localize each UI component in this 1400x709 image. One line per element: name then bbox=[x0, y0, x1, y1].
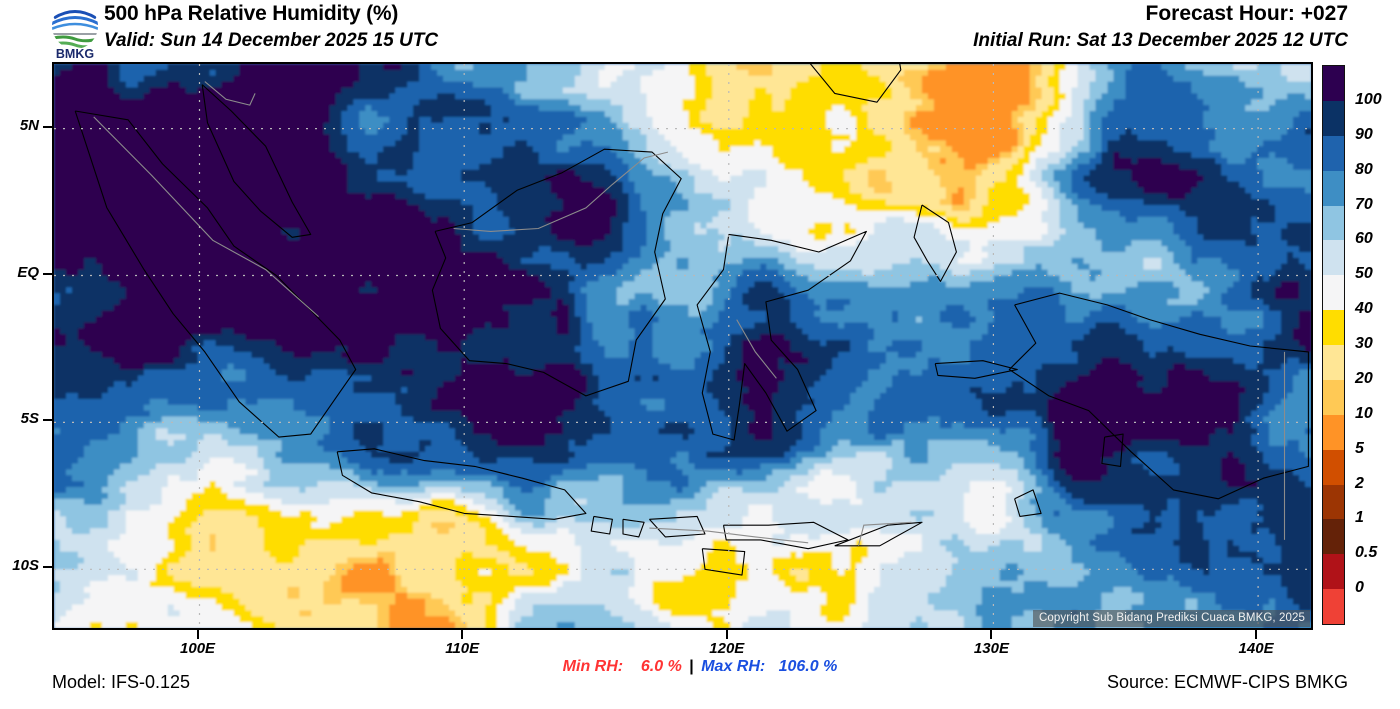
lat-tick bbox=[43, 125, 52, 128]
colorbar-tick-2: 2 bbox=[1355, 474, 1364, 492]
colorbar-swatch-lowest bbox=[1323, 589, 1344, 624]
max-rh-label: Max RH: bbox=[701, 658, 766, 675]
colorbar-swatch-20 bbox=[1323, 345, 1344, 380]
colorbar-swatch-90 bbox=[1323, 100, 1344, 136]
colorbar-swatch-1 bbox=[1323, 484, 1344, 520]
lat-tick bbox=[43, 272, 52, 275]
lon-label-120E: 120E bbox=[709, 640, 745, 657]
colorbar-swatch-10 bbox=[1323, 379, 1344, 415]
lat-tick bbox=[43, 566, 52, 569]
min-rh-value: 6.0 % bbox=[640, 658, 682, 675]
lon-label-140E: 140E bbox=[1238, 640, 1274, 657]
lon-tick bbox=[990, 630, 993, 639]
colorbar-tick-0: 0 bbox=[1355, 579, 1364, 597]
lat-tick bbox=[43, 419, 52, 422]
max-rh-value: 106.0 % bbox=[778, 658, 838, 675]
lon-tick bbox=[196, 630, 199, 639]
colorbar-tick-5: 5 bbox=[1355, 439, 1364, 457]
lon-tick bbox=[1255, 630, 1258, 639]
colorbar[interactable] bbox=[1322, 65, 1345, 625]
colorbar-tick-40: 40 bbox=[1355, 300, 1373, 318]
bmkg-logo: BMKG bbox=[44, 2, 106, 61]
colorbar-tick-30: 30 bbox=[1355, 335, 1373, 352]
colorbar-tick-90: 90 bbox=[1355, 125, 1373, 143]
lat-label-5S: 5S bbox=[20, 410, 39, 428]
colorbar-tick-1: 1 bbox=[1355, 509, 1364, 527]
minmax-rh-readout: Min RH: 6.0 % | Max RH: 106.0 % bbox=[0, 658, 1400, 676]
colorbar-tick-70: 70 bbox=[1355, 195, 1373, 213]
colorbar-swatch-5 bbox=[1323, 414, 1344, 450]
colorbar-tick-50: 50 bbox=[1355, 265, 1373, 283]
colorbar-swatch-60 bbox=[1323, 205, 1344, 241]
page-title: 500 hPa Relative Humidity (%) bbox=[104, 2, 399, 25]
rh-contour-field bbox=[54, 64, 1311, 628]
valid-time-label: Valid: Sun 14 December 2025 15 UTC bbox=[104, 30, 439, 51]
model-label: Model: IFS-0.125 bbox=[52, 672, 191, 692]
forecast-hour-label: Forecast Hour: +027 bbox=[1145, 2, 1349, 25]
colorbar-swatch-0.5 bbox=[1323, 519, 1344, 555]
initial-run-label: Initial Run: Sat 13 December 2025 12 UTC bbox=[973, 30, 1348, 51]
colorbar-swatch-50 bbox=[1323, 240, 1344, 276]
colorbar-swatch-80 bbox=[1323, 135, 1344, 171]
lon-tick bbox=[725, 630, 728, 639]
colorbar-swatch-30 bbox=[1323, 310, 1344, 345]
lat-label-EQ: EQ bbox=[17, 263, 39, 281]
minmax-separator: | bbox=[689, 658, 694, 675]
lon-label-100E: 100E bbox=[180, 640, 216, 657]
lon-label-110E: 110E bbox=[445, 640, 480, 657]
source-label: Source: ECMWF-CIPS BMKG bbox=[1106, 672, 1348, 692]
lon-tick bbox=[461, 630, 464, 639]
colorbar-tick-20: 20 bbox=[1355, 369, 1373, 387]
min-rh-label: Min RH: bbox=[562, 658, 624, 675]
colorbar-swatch-2 bbox=[1323, 449, 1344, 485]
lon-label-130E: 130E bbox=[973, 640, 1009, 657]
colorbar-tick-10: 10 bbox=[1355, 404, 1373, 422]
lat-label-5N: 5N bbox=[19, 116, 39, 134]
map-canvas[interactable]: Copyright Sub Bidang Prediksi Cuaca BMKG… bbox=[52, 62, 1313, 630]
colorbar-tick-100: 100 bbox=[1355, 90, 1382, 108]
bmkg-logo-text: BMKG bbox=[56, 47, 94, 60]
copyright-watermark: Copyright Sub Bidang Prediksi Cuaca BMKG… bbox=[1032, 610, 1310, 627]
colorbar-tick-0.5: 0.5 bbox=[1355, 544, 1378, 562]
colorbar-swatch-40 bbox=[1323, 275, 1344, 311]
colorbar-tick-60: 60 bbox=[1355, 230, 1373, 248]
colorbar-swatch-70 bbox=[1323, 170, 1344, 206]
colorbar-tick-80: 80 bbox=[1355, 160, 1373, 178]
colorbar-swatch-100 bbox=[1323, 66, 1344, 101]
colorbar-swatch-0 bbox=[1323, 554, 1344, 590]
lat-label-10S: 10S bbox=[12, 557, 39, 575]
